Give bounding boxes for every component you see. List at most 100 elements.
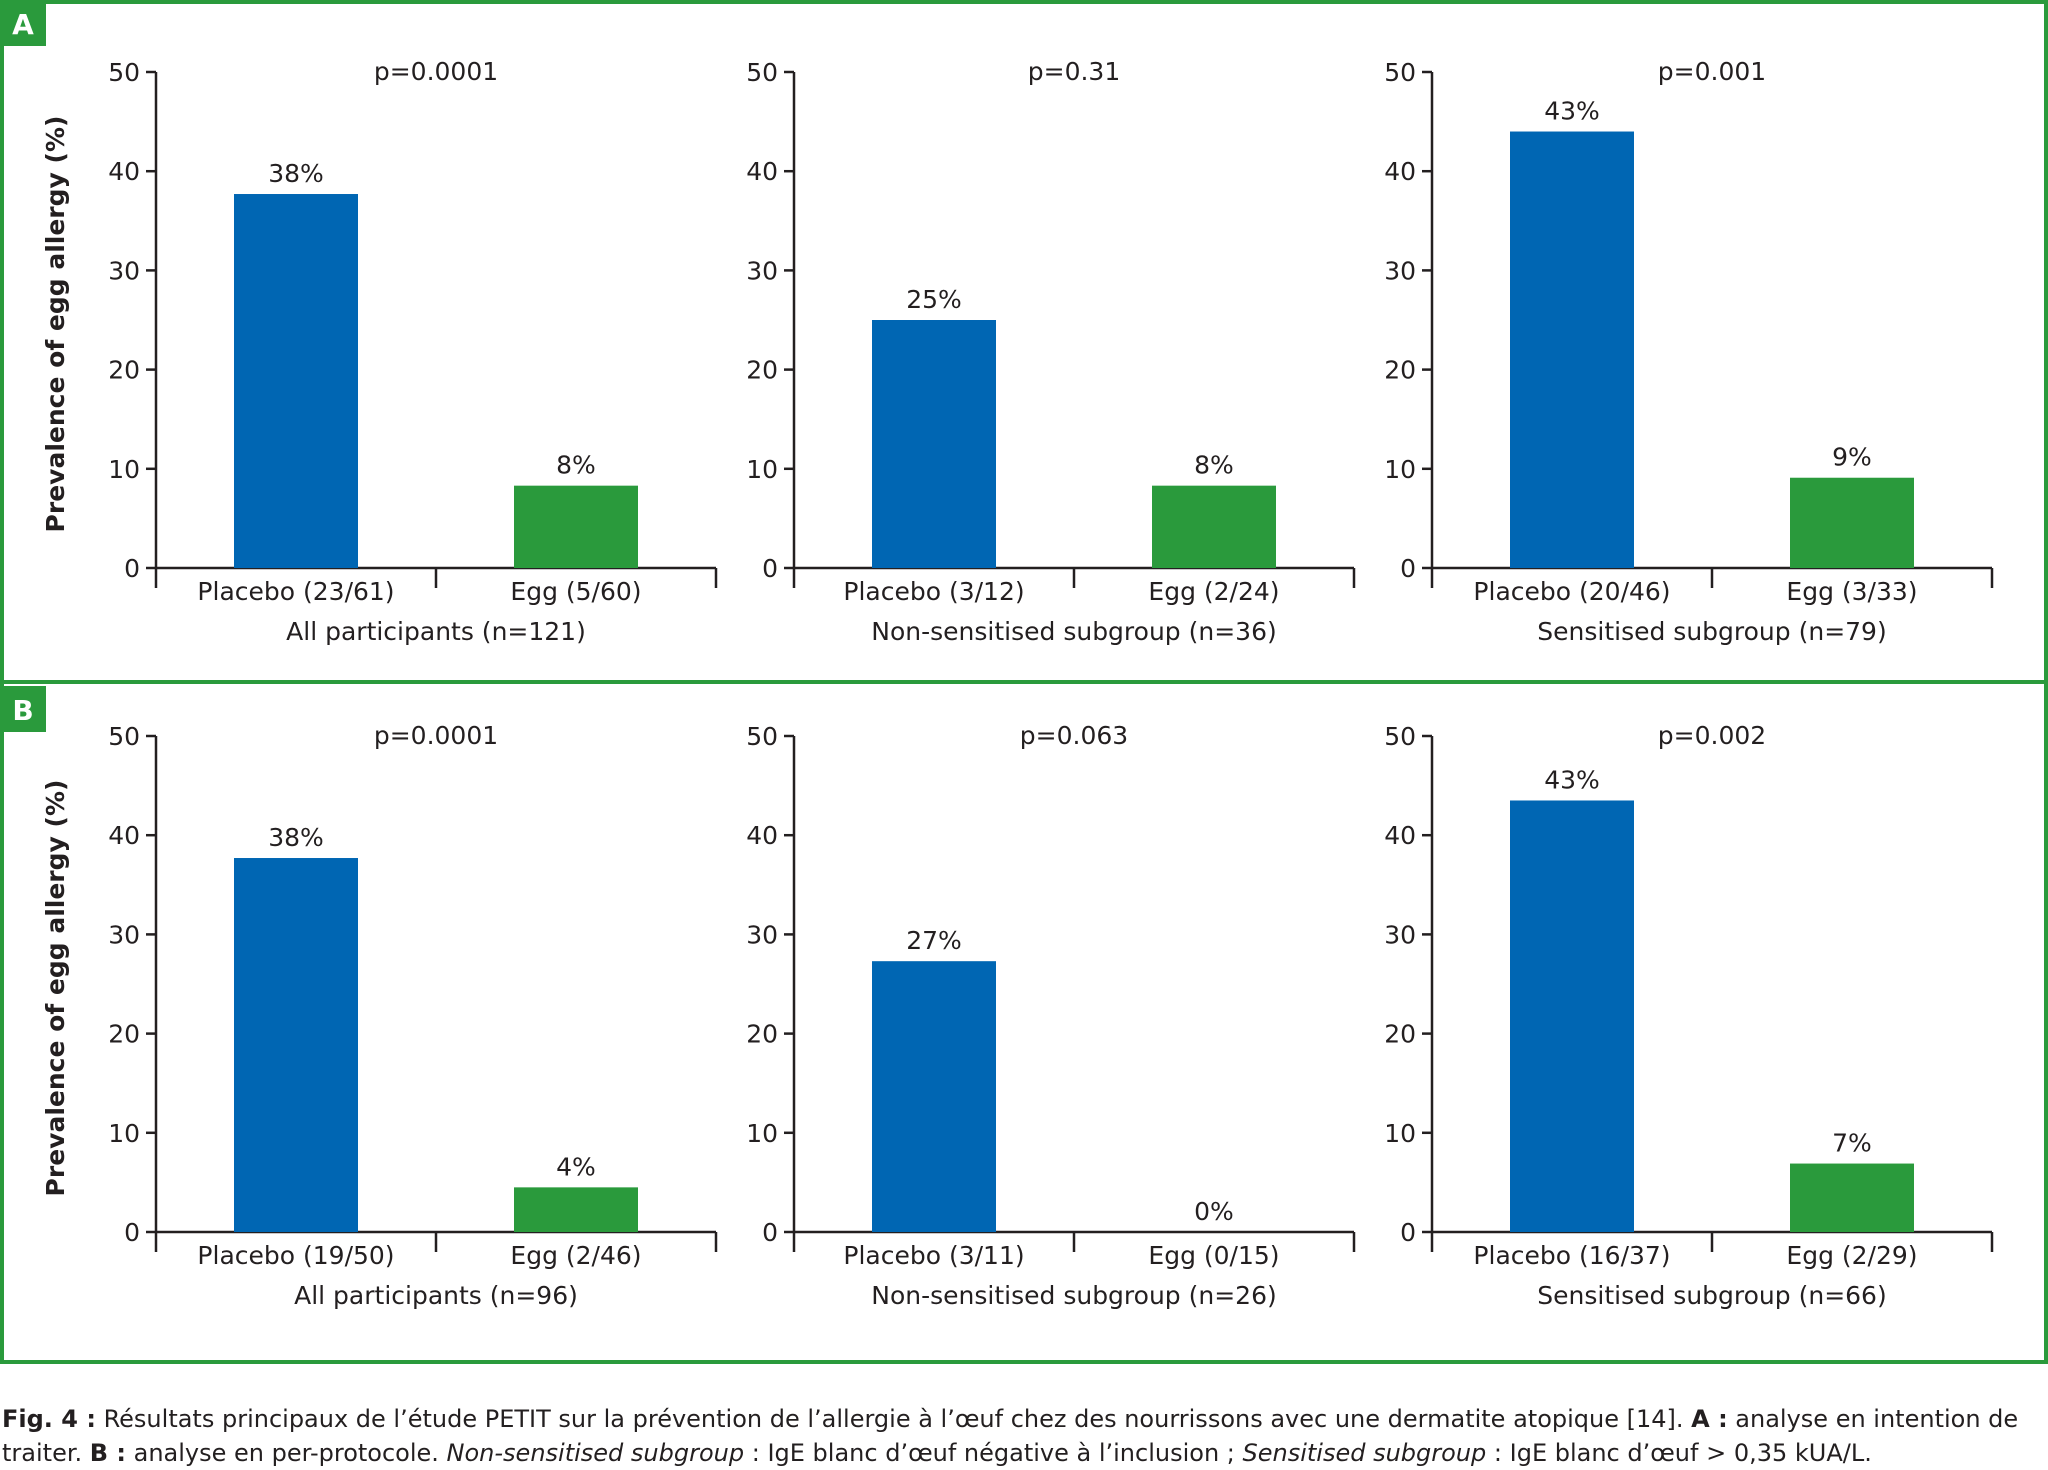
panel-A-chart-1-y-tick-label: 50 [108,58,140,87]
panel-B-chart-3-y-tick-label: 10 [1384,1119,1416,1148]
caption-line2-start: traiter. [2,1439,90,1467]
panel-A-chart-2-data-label: 8% [1194,451,1234,480]
panel-A-chart-2-y-tick-label: 20 [746,356,778,385]
figure-caption: Fig. 4 : Résultats principaux de l’étude… [2,1402,2042,1470]
panel-A-chart-3-y-tick-label: 40 [1384,157,1416,186]
panel-B-chart-1-y-tick-label: 30 [108,920,140,949]
panel-B-chart-1-y-tick-label: 0 [124,1218,140,1247]
panel-A-chart-3-bar-egg [1790,477,1914,568]
panel-B-chart-1-category-label: Placebo (19/50) [197,1241,394,1270]
panel-B-chart-2-bar-placebo [872,961,996,1232]
panel-B-chart-1-y-tick-label: 10 [108,1119,140,1148]
panel-A-chart-3-y-tick-label: 10 [1384,455,1416,484]
panel-A-chart-3-bar-placebo [1510,131,1634,568]
panel-A-chart-3-data-label: 43% [1544,97,1600,126]
panel-B-chart-1-y-tick-label: 40 [108,821,140,850]
panel-A-chart-2-bar-placebo [872,320,996,568]
panel-A-chart-1-category-label: Placebo (23/61) [197,577,394,606]
panel-B-chart-1-bar-placebo [234,858,358,1232]
panel-A-chart-2-category-label: Egg (2/24) [1148,577,1279,606]
panel-B-chart-3-x-label: Sensitised subgroup (n=66) [1537,1281,1886,1310]
panel-B-chart-2-data-label: 0% [1194,1197,1234,1226]
panel-B-chart-1-y-tick-label: 20 [108,1020,140,1049]
panel-A-chart-3-category-label: Placebo (20/46) [1473,577,1670,606]
caption-text: Résultats principaux de l’étude PETIT su… [95,1405,1692,1433]
caption-b-text: analyse en per-protocole. [126,1439,447,1467]
panel-B-chart-1-data-label: 4% [556,1152,596,1181]
caption-a-text: analyse en intention de [1727,1405,2019,1433]
panel-A-chart-2-y-tick-label: 50 [746,58,778,87]
caption-b-label: B : [89,1439,126,1467]
panel-A-chart-3-p-value: p=0.001 [1658,57,1766,86]
panel-B-chart-1-p-value: p=0.0001 [374,721,498,750]
caption-fig-label: Fig. 4 : [2,1405,96,1433]
panel-B-chart-3-data-label: 43% [1544,765,1600,794]
panel-A-badge [0,0,46,46]
panel-A-chart-1-data-label: 38% [268,159,324,188]
figure-canvas: A 0 10 20 30 40 50 38% Placebo (23/61) 8% Egg (5/6… [0,0,2048,1364]
panel-B-chart-2-category-label: Placebo (3/11) [843,1241,1024,1270]
panel-B-chart-2-y-tick-label: 30 [746,920,778,949]
panel-B-chart-3-bar-placebo [1510,800,1634,1232]
panel-B-chart-3-y-tick-label: 30 [1384,920,1416,949]
panel-A-chart-2-y-tick-label: 10 [746,455,778,484]
caption-nonsensitised-def: : IgE blanc d’œuf négative à l’inclusion… [744,1439,1243,1467]
panel-A-chart-1-y-tick-label: 20 [108,356,140,385]
panel-A-chart-3-y-tick-label: 50 [1384,58,1416,87]
panel-A-chart-1-y-tick-label: 40 [108,157,140,186]
panel-B-chart-3-y-tick-label: 0 [1400,1218,1416,1247]
panel-B-label: B [12,694,33,727]
panel-B-chart-1-y-tick-label: 50 [108,722,140,751]
panel-A-chart-3-y-tick-label: 0 [1400,554,1416,583]
caption-line-1: Fig. 4 : Résultats principaux de l’étude… [2,1402,2042,1436]
panel-A-chart-1-data-label: 8% [556,451,596,480]
panel-B-chart-2-p-value: p=0.063 [1020,721,1128,750]
panel-A-chart-2-p-value: p=0.31 [1028,57,1120,86]
panel-B-chart-2-data-label: 27% [906,926,962,955]
panel-A-chart-1-bar-egg [514,485,638,568]
caption-a-label: A : [1691,1405,1728,1433]
panel-B-chart-1-bar-egg [514,1187,638,1232]
panel-A-chart-3-y-tick-label: 20 [1384,356,1416,385]
panel-B-chart-2-y-tick-label: 0 [762,1218,778,1247]
panel-A-chart-1-y-axis-title: Prevalence of egg allergy (%) [41,116,70,533]
panel-B-chart-3-category-label: Egg (2/29) [1786,1241,1917,1270]
panel-A-chart-1-y-tick-label: 30 [108,256,140,285]
panel-A-chart-2-data-label: 25% [906,285,962,314]
panel-B-chart-3-y-tick-label: 20 [1384,1020,1416,1049]
panel-A-chart-3-x-label: Sensitised subgroup (n=79) [1537,617,1886,646]
panel-B-chart-1-data-label: 38% [268,823,324,852]
caption-line-2: traiter. B : analyse en per-protocole. N… [2,1436,2042,1470]
panel-B-chart-1-y-axis-title: Prevalence of egg allergy (%) [41,780,70,1197]
panel-A-chart-3-y-tick-label: 30 [1384,256,1416,285]
panel-A-chart-2-y-tick-label: 0 [762,554,778,583]
panel-B-chart-1-category-label: Egg (2/46) [510,1241,641,1270]
panel-B-chart-3-y-tick-label: 40 [1384,821,1416,850]
panel-A-chart-2-x-label: Non-sensitised subgroup (n=36) [871,617,1276,646]
panel-A-chart-1-y-tick-label: 0 [124,554,140,583]
panel-A-chart-1-p-value: p=0.0001 [374,57,498,86]
panel-B-chart-2-y-tick-label: 50 [746,722,778,751]
panel-B-chart-3-data-label: 7% [1832,1129,1872,1158]
caption-sensitised-def: : IgE blanc d’œuf > 0,35 kUA/L. [1486,1439,1872,1467]
panel-A-chart-1-category-label: Egg (5/60) [510,577,641,606]
panel-B-chart-2-y-tick-label: 40 [746,821,778,850]
panel-A-chart-1-bar-placebo [234,194,358,569]
panel-A-chart-1-x-label: All participants (n=121) [286,617,586,646]
panel-A-chart-2-category-label: Placebo (3/12) [843,577,1024,606]
panel-B-chart-3-category-label: Placebo (16/37) [1473,1241,1670,1270]
panel-A-chart-3-category-label: Egg (3/33) [1786,577,1917,606]
panel-B-chart-3-bar-egg [1790,1163,1914,1232]
panel-A-chart-1-y-tick-label: 10 [108,455,140,484]
panel-A-label: A [12,8,34,41]
panel-A-chart-2-y-tick-label: 30 [746,256,778,285]
panel-B-chart-3-p-value: p=0.002 [1658,721,1766,750]
panel-B-chart-2-x-label: Non-sensitised subgroup (n=26) [871,1281,1276,1310]
panel-A-chart-2-bar-egg [1152,485,1276,568]
panel-B-chart-2-y-tick-label: 10 [746,1119,778,1148]
panel-A-chart-2-y-tick-label: 40 [746,157,778,186]
panel-B-chart-2-y-tick-label: 20 [746,1020,778,1049]
caption-nonsensitised-term: Non-sensitised subgroup [446,1439,745,1467]
caption-sensitised-term: Sensitised subgroup [1242,1439,1487,1467]
